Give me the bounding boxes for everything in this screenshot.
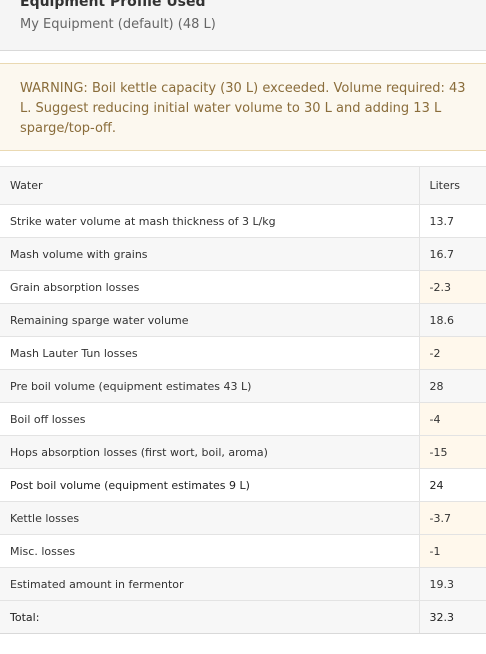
table-row: Grain absorption losses -2.3 — [0, 270, 486, 304]
row-label: Mash volume with grains — [0, 237, 419, 271]
total-label: Total: — [0, 600, 419, 634]
table-row: Remaining sparge water volume 18.6 — [0, 303, 486, 337]
table-header-row: Water Liters — [0, 166, 486, 205]
row-value: -1 — [418, 534, 486, 568]
row-label: Pre boil volume (equipment estimates 43 … — [0, 369, 419, 403]
total-row: Total: 32.3 — [0, 600, 486, 634]
liters-column-header: Liters — [418, 166, 486, 205]
row-label: Mash Lauter Tun losses — [0, 336, 419, 370]
row-label: Remaining sparge water volume — [0, 303, 419, 337]
row-label: Boil off losses — [0, 402, 419, 436]
row-value: 13.7 — [418, 204, 486, 238]
table-row: Hops absorption losses (first wort, boil… — [0, 435, 486, 469]
row-value: -2.3 — [418, 270, 486, 304]
capacity-warning: WARNING: Boil kettle capacity (30 L) exc… — [0, 63, 486, 151]
row-value: 19.3 — [418, 567, 486, 601]
table-row: Boil off losses -4 — [0, 402, 486, 436]
table-row: Estimated amount in fermentor 19.3 — [0, 567, 486, 601]
table-row: Post boil volume (equipment estimates 9 … — [0, 468, 486, 502]
row-label: Grain absorption losses — [0, 270, 419, 304]
row-value: 24 — [418, 468, 486, 502]
table-row: Strike water volume at mash thickness of… — [0, 204, 486, 238]
row-value: -4 — [418, 402, 486, 436]
water-column-header: Water — [0, 166, 419, 205]
row-label: Strike water volume at mash thickness of… — [0, 204, 419, 238]
table-row: Pre boil volume (equipment estimates 43 … — [0, 369, 486, 403]
table-row: Kettle losses -3.7 — [0, 501, 486, 535]
row-value: -2 — [418, 336, 486, 370]
equipment-profile-title: Equipment Profile Used — [20, 0, 206, 10]
row-label: Post boil volume (equipment estimates 9 … — [0, 468, 419, 502]
water-volume-table: Water Liters Strike water volume at mash… — [0, 166, 486, 634]
table-row: Mash volume with grains 16.7 — [0, 237, 486, 271]
row-value: 18.6 — [418, 303, 486, 337]
table-row: Mash Lauter Tun losses -2 — [0, 336, 486, 370]
row-value: 28 — [418, 369, 486, 403]
row-label: Hops absorption losses (first wort, boil… — [0, 435, 419, 469]
row-label: Misc. losses — [0, 534, 419, 568]
row-label: Kettle losses — [0, 501, 419, 535]
table-row: Misc. losses -1 — [0, 534, 486, 568]
total-value: 32.3 — [418, 600, 486, 634]
equipment-profile-value: My Equipment (default) (48 L) — [20, 17, 216, 32]
row-value: -3.7 — [418, 501, 486, 535]
row-value: -15 — [418, 435, 486, 469]
row-label: Estimated amount in fermentor — [0, 567, 419, 601]
equipment-profile-panel: Equipment Profile Used My Equipment (def… — [0, 0, 486, 51]
row-value: 16.7 — [418, 237, 486, 271]
